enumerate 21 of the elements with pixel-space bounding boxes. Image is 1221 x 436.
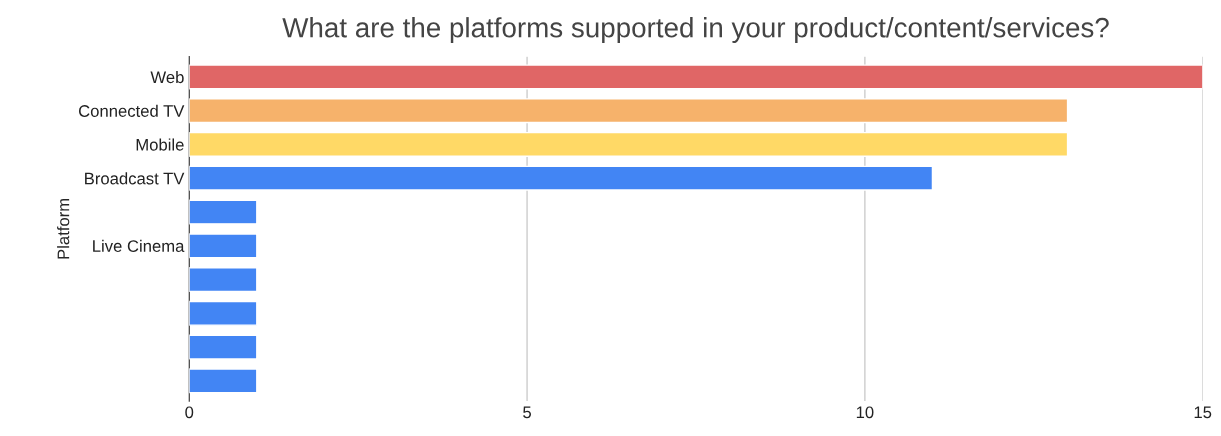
x-tick-label: 5 <box>523 406 531 419</box>
bar <box>189 368 258 394</box>
bar <box>189 98 1069 124</box>
bar <box>189 233 258 259</box>
y-tick-label: Mobile <box>136 138 184 151</box>
y-tick-label: Web <box>150 70 184 84</box>
x-tick-label: 0 <box>185 406 194 419</box>
x-tick-label: 10 <box>856 406 874 419</box>
bar <box>189 199 258 225</box>
bar <box>189 165 934 191</box>
bar <box>189 131 1069 157</box>
bar <box>189 64 1203 90</box>
y-axis-title: Platform <box>57 198 70 259</box>
y-tick-label: Broadcast TV <box>85 172 185 185</box>
chart-title: What are the platforms supported in your product/content/services? <box>282 17 1109 43</box>
bar <box>189 300 258 326</box>
y-tick-label: Live Cinema <box>93 239 185 252</box>
bar <box>189 267 258 293</box>
y-tick-label: Connected TV <box>79 104 185 117</box>
x-tick-label: 15 <box>1194 406 1212 419</box>
bar <box>189 334 258 360</box>
